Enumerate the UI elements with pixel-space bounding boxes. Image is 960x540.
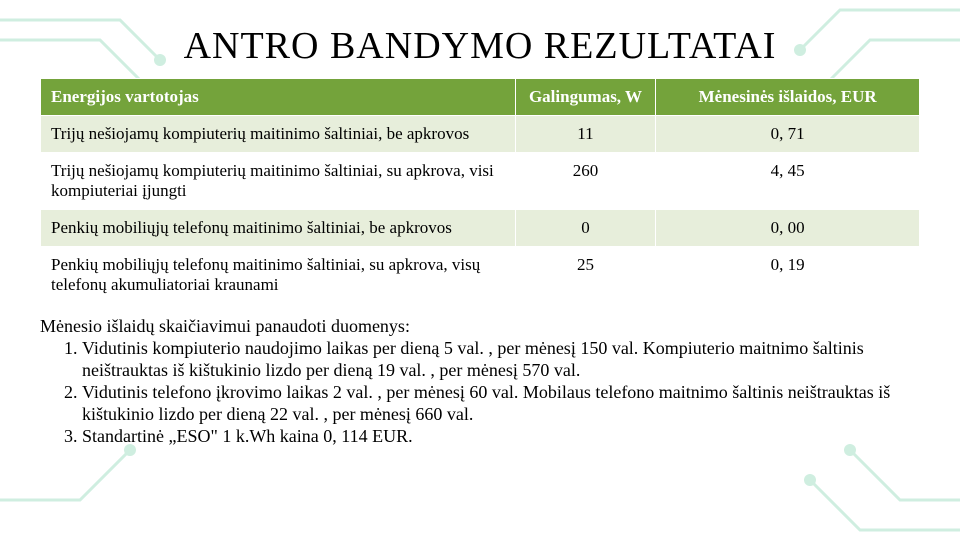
cell-cost: 0, 19 <box>656 247 920 304</box>
cell-consumer: Penkių mobiliųjų telefonų maitinimo šalt… <box>41 247 516 304</box>
results-table: Energijos vartotojas Galingumas, W Mėnes… <box>40 78 920 304</box>
cell-power: 11 <box>515 116 656 153</box>
cell-cost: 0, 00 <box>656 210 920 247</box>
cell-consumer: Trijų nešiojamų kompiuterių maitinimo ša… <box>41 116 516 153</box>
table-row: Trijų nešiojamų kompiuterių maitinimo ša… <box>41 116 920 153</box>
cell-power: 0 <box>515 210 656 247</box>
col-header-power: Galingumas, W <box>515 79 656 116</box>
table-header-row: Energijos vartotojas Galingumas, W Mėnes… <box>41 79 920 116</box>
table-row: Trijų nešiojamų kompiuterių maitinimo ša… <box>41 153 920 210</box>
slide-title: ANTRO BANDYMO REZULTATAI <box>40 24 920 68</box>
col-header-cost: Mėnesinės išlaidos, EUR <box>656 79 920 116</box>
table-row: Penkių mobiliųjų telefonų maitinimo šalt… <box>41 247 920 304</box>
table-row: Penkių mobiliųjų telefonų maitinimo šalt… <box>41 210 920 247</box>
cell-power: 25 <box>515 247 656 304</box>
cell-consumer: Trijų nešiojamų kompiuterių maitinimo ša… <box>41 153 516 210</box>
col-header-consumer: Energijos vartotojas <box>41 79 516 116</box>
cell-cost: 4, 45 <box>656 153 920 210</box>
cell-cost: 0, 71 <box>656 116 920 153</box>
notes-item: Vidutinis kompiuterio naudojimo laikas p… <box>82 338 920 382</box>
cell-consumer: Penkių mobiliųjų telefonų maitinimo šalt… <box>41 210 516 247</box>
slide-content: ANTRO BANDYMO REZULTATAI Energijos varto… <box>0 0 960 458</box>
notes-block: Mėnesio išlaidų skaičiavimui panaudoti d… <box>40 316 920 448</box>
notes-list: Vidutinis kompiuterio naudojimo laikas p… <box>40 338 920 448</box>
cell-power: 260 <box>515 153 656 210</box>
notes-item: Standartinė „ESO" 1 k.Wh kaina 0, 114 EU… <box>82 426 920 448</box>
notes-lead: Mėnesio išlaidų skaičiavimui panaudoti d… <box>40 316 920 338</box>
notes-item: Vidutinis telefono įkrovimo laikas 2 val… <box>82 382 920 426</box>
